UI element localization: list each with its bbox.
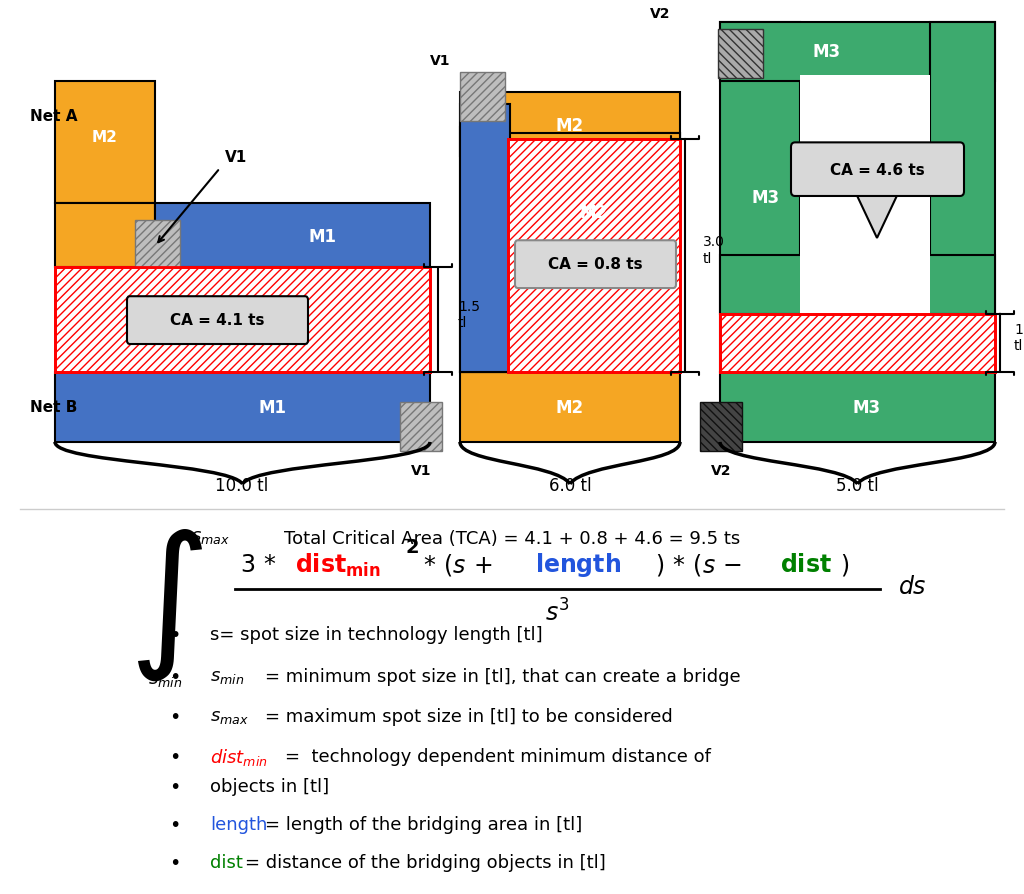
Text: •: • bbox=[169, 707, 180, 726]
Text: $)$: $)$ bbox=[840, 552, 849, 578]
Text: •: • bbox=[169, 814, 180, 833]
Bar bbox=[720, 315, 995, 373]
Text: length: length bbox=[210, 815, 267, 833]
Text: CA = 4.1 ts: CA = 4.1 ts bbox=[170, 313, 264, 328]
Bar bbox=[700, 403, 742, 451]
FancyBboxPatch shape bbox=[515, 241, 676, 289]
Text: $s^3$: $s^3$ bbox=[545, 599, 569, 626]
Bar bbox=[400, 403, 442, 451]
Text: = maximum spot size in [tl] to be considered: = maximum spot size in [tl] to be consid… bbox=[265, 707, 673, 725]
Text: Net A: Net A bbox=[30, 109, 78, 124]
Bar bbox=[55, 268, 430, 373]
Bar bbox=[460, 105, 510, 373]
Text: $)\,*\,(s\,-\,$: $)\,*\,(s\,-\,$ bbox=[655, 552, 742, 578]
Text: M3: M3 bbox=[752, 189, 780, 207]
Text: 1.0
tl: 1.0 tl bbox=[1014, 323, 1024, 353]
Text: 6.0 tl: 6.0 tl bbox=[549, 477, 591, 494]
Text: dist: dist bbox=[210, 853, 243, 871]
Bar bbox=[800, 81, 930, 373]
Text: Total Critical Area (TCA) = 4.1 + 0.8 + 4.6 = 9.5 ts: Total Critical Area (TCA) = 4.1 + 0.8 + … bbox=[284, 530, 740, 548]
Bar bbox=[508, 139, 680, 373]
Bar bbox=[720, 373, 995, 443]
Text: $dist_{min}$: $dist_{min}$ bbox=[210, 746, 268, 767]
Bar bbox=[460, 73, 505, 122]
Text: objects in [tl]: objects in [tl] bbox=[210, 777, 329, 795]
Text: V1: V1 bbox=[411, 463, 431, 477]
Text: s= spot size in technology length [tl]: s= spot size in technology length [tl] bbox=[210, 626, 543, 644]
Text: CA = 0.8 ts: CA = 0.8 ts bbox=[548, 257, 642, 272]
Text: •: • bbox=[169, 853, 180, 872]
Text: M3: M3 bbox=[813, 44, 841, 62]
Text: V2: V2 bbox=[650, 7, 671, 21]
FancyBboxPatch shape bbox=[791, 143, 964, 197]
Bar bbox=[720, 23, 800, 373]
Text: M3: M3 bbox=[864, 249, 890, 264]
Text: $s_{max}$: $s_{max}$ bbox=[190, 527, 229, 545]
Text: $ds$: $ds$ bbox=[898, 575, 927, 598]
Text: •: • bbox=[169, 746, 180, 766]
Bar bbox=[720, 23, 995, 81]
Text: Net B: Net B bbox=[30, 400, 78, 415]
Text: 5.0 tl: 5.0 tl bbox=[836, 477, 879, 494]
Text: $\mathbf{dist_{min}}$: $\mathbf{dist_{min}}$ bbox=[295, 551, 381, 578]
FancyBboxPatch shape bbox=[127, 297, 308, 344]
Text: V1: V1 bbox=[430, 54, 451, 68]
Text: •: • bbox=[169, 667, 180, 686]
Bar bbox=[720, 315, 995, 373]
Bar bbox=[135, 221, 180, 268]
Text: $s_{min}$: $s_{min}$ bbox=[210, 667, 245, 686]
Text: = minimum spot size in [tl], that can create a bridge: = minimum spot size in [tl], that can cr… bbox=[265, 667, 740, 686]
Text: 10.0 tl: 10.0 tl bbox=[215, 477, 268, 494]
Bar bbox=[55, 81, 155, 204]
Text: $\,*\,(s\,+\,$: $\,*\,(s\,+\,$ bbox=[415, 552, 493, 578]
Bar bbox=[800, 76, 930, 257]
Text: $s_{max}$: $s_{max}$ bbox=[210, 707, 249, 725]
Bar bbox=[508, 139, 680, 373]
Bar bbox=[718, 30, 763, 80]
Text: M2: M2 bbox=[556, 399, 584, 417]
Text: =  technology dependent minimum distance of: = technology dependent minimum distance … bbox=[285, 747, 711, 765]
Text: V1: V1 bbox=[225, 149, 247, 164]
Text: CA = 4.6 ts: CA = 4.6 ts bbox=[829, 163, 925, 178]
Text: = length of the bridging area in [tl]: = length of the bridging area in [tl] bbox=[265, 815, 583, 833]
Text: $3\,*\,$: $3\,*\,$ bbox=[240, 552, 276, 577]
Text: •: • bbox=[169, 777, 180, 796]
Bar bbox=[155, 204, 430, 268]
Text: = distance of the bridging objects in [tl]: = distance of the bridging objects in [t… bbox=[245, 853, 606, 871]
Text: V2: V2 bbox=[711, 463, 731, 477]
Bar bbox=[55, 373, 430, 443]
Bar bbox=[930, 23, 995, 373]
Text: $\mathbf{length}$: $\mathbf{length}$ bbox=[535, 551, 622, 578]
Bar bbox=[460, 93, 680, 157]
Bar bbox=[460, 128, 510, 373]
Text: $s_{min}$: $s_{min}$ bbox=[147, 670, 182, 688]
Text: $\mathbf{dist}$: $\mathbf{dist}$ bbox=[780, 552, 831, 577]
Text: M2: M2 bbox=[556, 117, 584, 135]
Polygon shape bbox=[855, 192, 899, 239]
Text: 1.5
tl: 1.5 tl bbox=[458, 299, 480, 329]
Text: •: • bbox=[169, 625, 180, 644]
Bar bbox=[720, 257, 995, 315]
Text: M2: M2 bbox=[580, 204, 608, 222]
Text: 3.0
tl: 3.0 tl bbox=[703, 235, 725, 266]
Text: M2: M2 bbox=[92, 130, 118, 145]
Text: $\mathbf{2}$: $\mathbf{2}$ bbox=[406, 537, 419, 556]
Bar bbox=[55, 268, 430, 373]
Bar bbox=[55, 204, 155, 268]
Text: M1: M1 bbox=[308, 227, 336, 245]
Text: $\int$: $\int$ bbox=[128, 527, 203, 682]
Text: M1: M1 bbox=[258, 399, 286, 417]
Bar bbox=[508, 134, 680, 268]
Bar bbox=[638, 134, 680, 268]
Bar bbox=[460, 373, 680, 443]
Text: M3: M3 bbox=[853, 399, 881, 417]
